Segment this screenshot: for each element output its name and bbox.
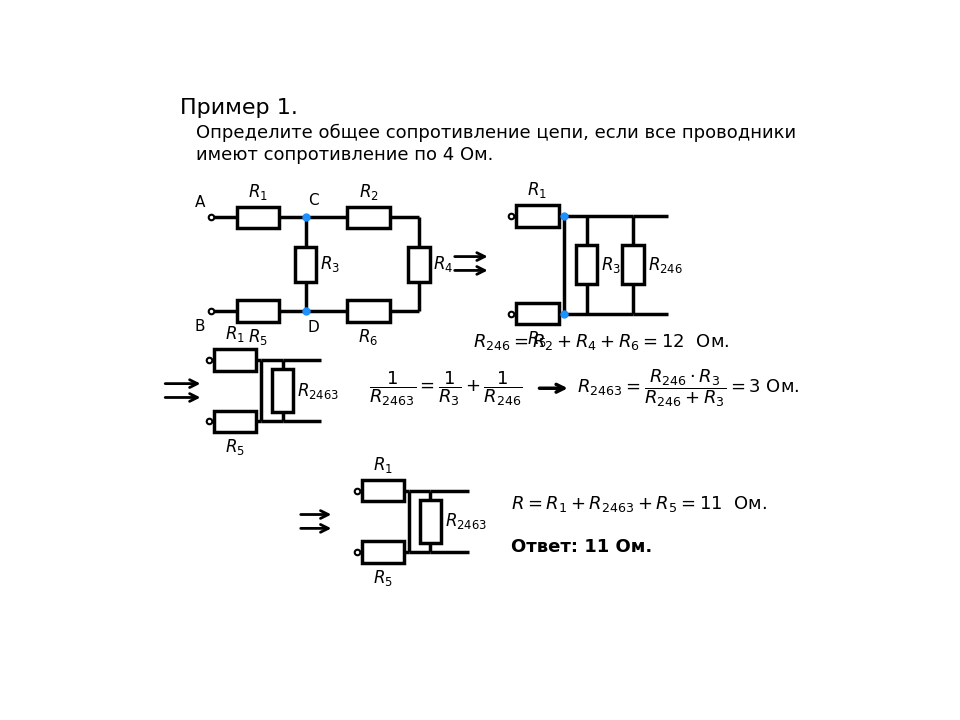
Bar bbox=[622, 246, 644, 284]
Text: $R_1$: $R_1$ bbox=[527, 180, 547, 200]
Bar bbox=[420, 500, 442, 543]
Text: A: A bbox=[195, 194, 204, 210]
Text: Определите общее сопротивление цепи, если все проводники: Определите общее сопротивление цепи, есл… bbox=[196, 123, 796, 142]
Bar bbox=[272, 369, 294, 412]
Text: $R_5$: $R_5$ bbox=[373, 567, 393, 588]
Text: $R_5$: $R_5$ bbox=[225, 437, 245, 456]
Text: имеют сопротивление по 4 Ом.: имеют сопротивление по 4 Ом. bbox=[196, 146, 492, 164]
Text: C: C bbox=[308, 193, 319, 208]
Bar bbox=[214, 349, 256, 371]
Bar bbox=[576, 246, 597, 284]
Text: $R_6$: $R_6$ bbox=[358, 327, 378, 346]
Bar bbox=[237, 207, 279, 228]
Text: Пример 1.: Пример 1. bbox=[180, 98, 298, 118]
Text: $R_1$: $R_1$ bbox=[225, 324, 245, 344]
Text: D: D bbox=[308, 320, 320, 336]
Text: Ответ: 11 Ом.: Ответ: 11 Ом. bbox=[512, 538, 653, 556]
Text: $R_5$: $R_5$ bbox=[527, 329, 547, 349]
Text: $R_{2463}$: $R_{2463}$ bbox=[445, 511, 488, 531]
Bar bbox=[408, 247, 430, 282]
Bar bbox=[362, 541, 404, 563]
Text: $R_4$: $R_4$ bbox=[434, 254, 454, 274]
Text: $R_3$: $R_3$ bbox=[321, 254, 341, 274]
Text: $R = R_1 + R_{2463} + R_5 = 11$  Ом.: $R = R_1 + R_{2463} + R_5 = 11$ Ом. bbox=[512, 494, 767, 514]
Text: $R_1$: $R_1$ bbox=[249, 182, 268, 202]
Bar bbox=[295, 247, 317, 282]
Text: $\dfrac{1}{R_{2463}} = \dfrac{1}{R_3} + \dfrac{1}{R_{246}}$: $\dfrac{1}{R_{2463}} = \dfrac{1}{R_3} + … bbox=[369, 369, 522, 408]
Bar bbox=[348, 207, 390, 228]
Text: $R_5$: $R_5$ bbox=[249, 327, 268, 346]
Text: $R_{2463}$: $R_{2463}$ bbox=[298, 381, 340, 400]
Bar bbox=[362, 480, 404, 501]
Text: $R_3$: $R_3$ bbox=[601, 255, 621, 274]
Text: B: B bbox=[194, 319, 204, 334]
Text: $R_2$: $R_2$ bbox=[358, 182, 378, 202]
Bar bbox=[237, 300, 279, 322]
Bar bbox=[214, 410, 256, 432]
Bar bbox=[348, 300, 390, 322]
Text: $R_{2463} = \dfrac{R_{246} \cdot R_3}{R_{246} + R_3} = 3$ Ом.: $R_{2463} = \dfrac{R_{246} \cdot R_3}{R_… bbox=[577, 367, 799, 409]
Text: $R_{246}$: $R_{246}$ bbox=[648, 255, 683, 274]
Bar bbox=[516, 303, 559, 324]
Bar bbox=[516, 205, 559, 227]
Text: $R_1$: $R_1$ bbox=[373, 455, 393, 475]
Text: $R_{246} = R_2 + R_4 + R_6 = 12$  Ом.: $R_{246} = R_2 + R_4 + R_6 = 12$ Ом. bbox=[472, 332, 729, 352]
